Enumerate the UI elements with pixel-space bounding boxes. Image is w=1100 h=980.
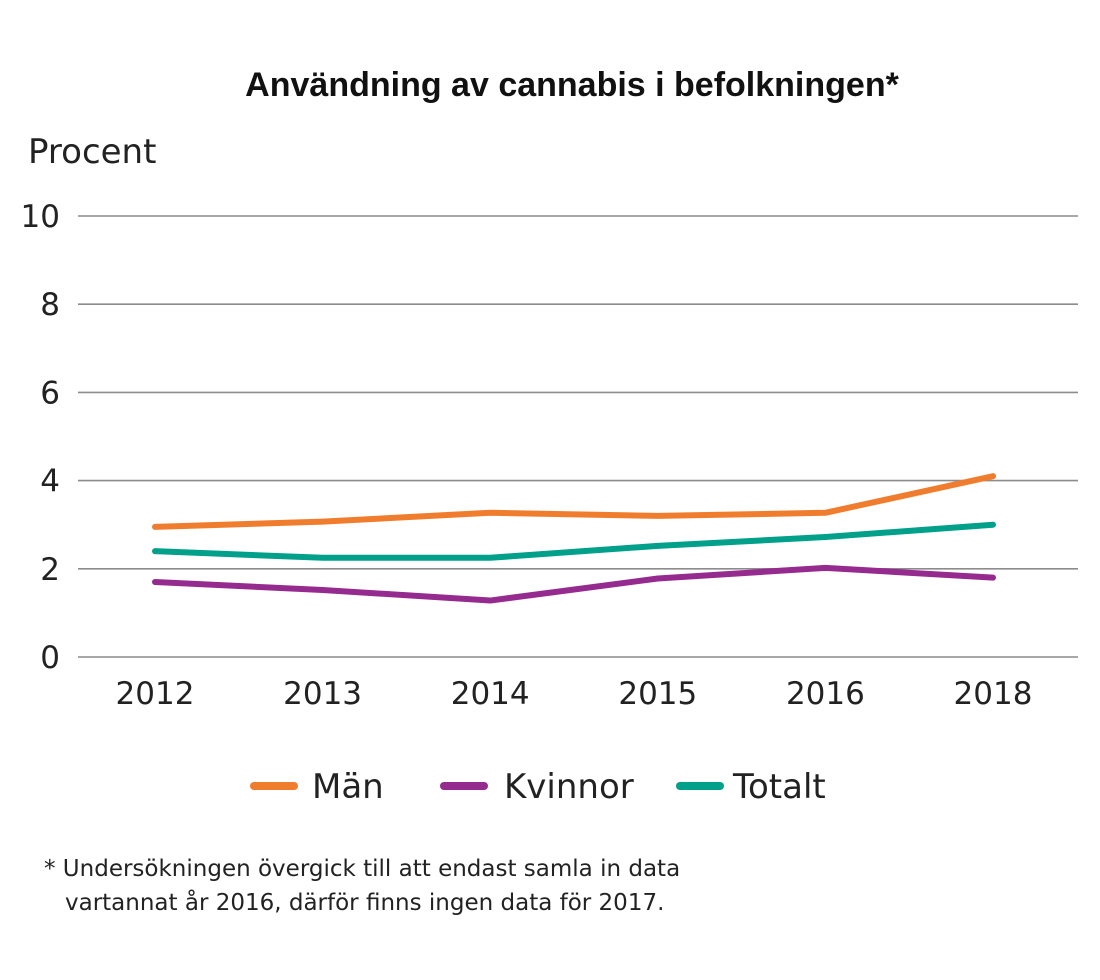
- gridlines: [78, 215, 1078, 658]
- x-tick-label: 2013: [283, 676, 362, 712]
- legend-label-m-n: Män: [312, 767, 384, 807]
- x-tick-label: 2016: [786, 676, 865, 712]
- x-tick-label: 2014: [451, 676, 530, 712]
- y-tick-label: 4: [40, 464, 60, 500]
- series-line-totalt: [152, 521, 996, 561]
- x-tick-label: 2015: [618, 676, 697, 712]
- legend-label-kvinnor: Kvinnor: [504, 767, 634, 807]
- y-tick-label: 10: [21, 199, 60, 235]
- footnote-line-2: vartannat år 2016, därför finns ingen da…: [65, 890, 665, 916]
- chart-title: Användning av cannabis i befolkningen*: [245, 66, 899, 104]
- x-tick-labels: 2012 2013 2014 2015 2016 2018: [116, 676, 1033, 712]
- footnote: * Undersökningen övergick till att endas…: [44, 852, 804, 920]
- y-tick-labels: 0 2 4 6 8 10: [21, 199, 60, 676]
- x-tick-label: 2012: [116, 676, 195, 712]
- y-axis-label: Procent: [28, 132, 156, 172]
- y-tick-label: 6: [40, 375, 60, 411]
- series-line-kvinnor: [152, 564, 996, 604]
- y-tick-label: 0: [40, 640, 60, 676]
- x-tick-label: 2018: [954, 676, 1033, 712]
- footnote-line-1: * Undersökningen övergick till att endas…: [44, 856, 681, 882]
- y-tick-label: 2: [40, 552, 60, 588]
- y-tick-label: 8: [40, 287, 60, 323]
- legend: Män Kvinnor Totalt: [250, 767, 826, 807]
- series-lines: [152, 473, 996, 604]
- series-line-m-n: [152, 473, 996, 530]
- legend-label-totalt: Totalt: [732, 767, 826, 807]
- line-chart: Användning av cannabis i befolkningen* P…: [21, 66, 1078, 807]
